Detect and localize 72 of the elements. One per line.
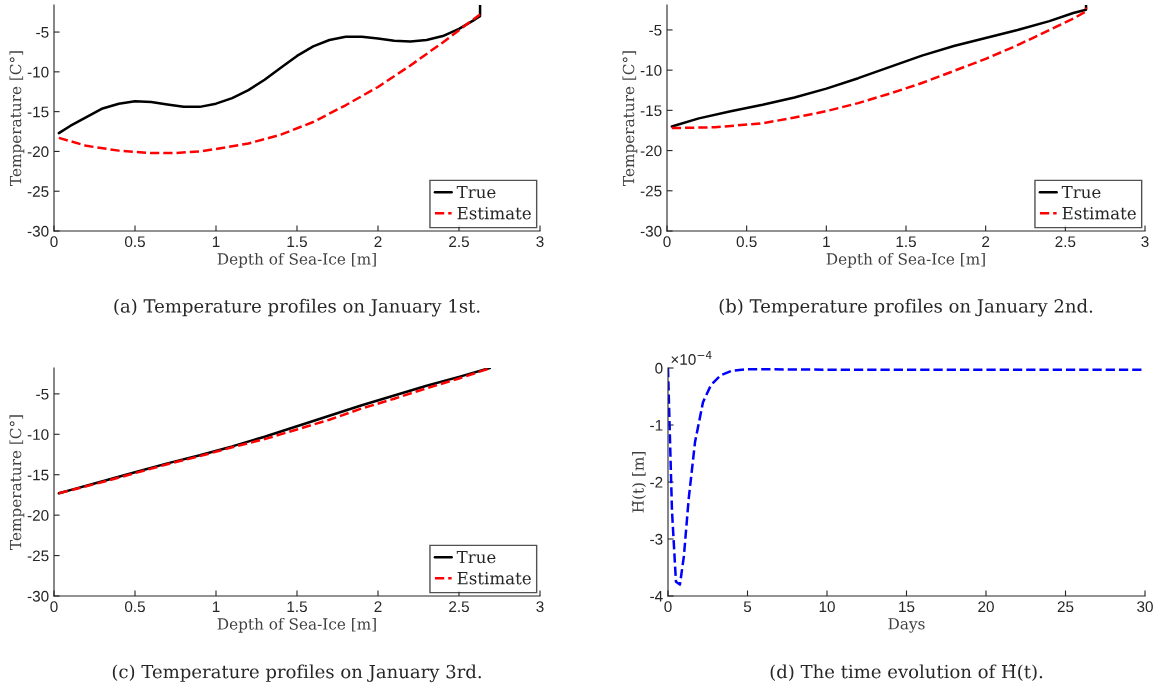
y-axis-title: Temperature [C°] [9,51,25,186]
legend-label: True [456,185,496,199]
y-tick-label: -4 [650,591,663,602]
x-tick-label: 0 [663,236,671,248]
y-tick-label: 0 [655,362,663,374]
legend-label: Estimate [457,571,531,585]
x-tick-label: 15 [899,601,915,613]
y-tick-label: -30 [640,225,662,237]
x-axis-title: Depth of Sea-Ice [m] [217,617,376,633]
y-tick-label: -3 [650,533,663,545]
x-tick-label: 2 [374,236,382,247]
x-axis-title: Days [888,618,925,633]
legend-label: Estimate [1062,206,1136,220]
x-tick-label: 0 [664,601,672,613]
x-tick-label: 3 [1141,236,1149,248]
y-tick-label: -1 [650,420,663,431]
x-tick-label: 30 [1137,601,1153,613]
y-tick-label: -25 [640,185,662,197]
x-axis-title: Depth of Sea-Ice [m] [826,252,985,268]
text: (d) The time evolution of H̃(t). [770,664,1043,681]
y-tick-label: -15 [640,105,662,117]
y-tick-label: -10 [27,66,49,78]
y-tick-label: -20 [27,510,49,521]
legend-label: True [1061,185,1101,199]
y-tick-label: -30 [27,590,49,602]
y-tick-label: -5 [649,24,662,36]
x-tick-label: 0.5 [736,236,757,248]
y-tick-label: -2 [650,476,663,488]
x-tick-label: 0.5 [124,236,145,248]
y-tick-label: -5 [36,388,49,400]
text: (b) Temperature profiles on January 2nd. [719,298,1093,317]
x-tick-label: 0 [50,236,58,248]
x-tick-label: 25 [1057,601,1074,613]
x-tick-label: 2.5 [449,601,469,613]
x-tick-label: 1 [212,236,220,247]
y-axis-title: Temperature [C°] [622,51,638,186]
x-tick-label: 0.5 [124,601,145,613]
y-axis-title: Temperature [C°] [9,415,25,550]
x-tick-label: 5 [743,601,752,613]
y-tick-label: -20 [640,145,662,157]
y-tick-label: -15 [27,469,49,481]
y-tick-label: -15 [27,106,49,118]
y-tick-label: -30 [27,225,49,237]
line-series [57,13,482,155]
x-axis-title: Depth of Sea-Ice [m] [217,252,376,268]
y-tick-label: -25 [27,186,49,197]
x-tick-label: 1 [823,236,830,247]
y-axis-title: H̃(t) [m] [631,451,646,513]
legend-label: True [456,550,496,564]
x-tick-label: 1.5 [287,236,307,248]
x-tick-label: 1 [212,601,220,612]
x-tick-label: 2.5 [449,236,469,248]
y-tick-label: -25 [27,550,49,562]
y-tick-label: -5 [36,27,49,38]
x-tick-label: 10 [819,601,835,613]
x-tick-label: 2 [374,601,382,612]
x-tick-label: 20 [978,601,994,613]
y-tick-label: -10 [640,65,662,76]
x-tick-label: 1.5 [287,601,307,613]
legend-label: Estimate [457,206,531,220]
x-tick-label: 3 [536,236,544,248]
line-series [57,5,482,135]
y-tick-label: -10 [27,429,49,440]
x-tick-label: 3 [536,601,544,613]
x-tick-label: 0 [50,601,58,613]
x-tick-label: 1.5 [896,236,916,248]
x-tick-label: 2 [982,236,990,247]
text: ×10$^{−4}$ [671,351,712,365]
y-tick-label: -20 [27,146,49,158]
text: (c) Temperature profiles on January 3rd. [112,664,481,683]
x-tick-label: 2.5 [1055,236,1076,248]
text: (a) Temperature profiles on January 1st. [114,298,480,317]
